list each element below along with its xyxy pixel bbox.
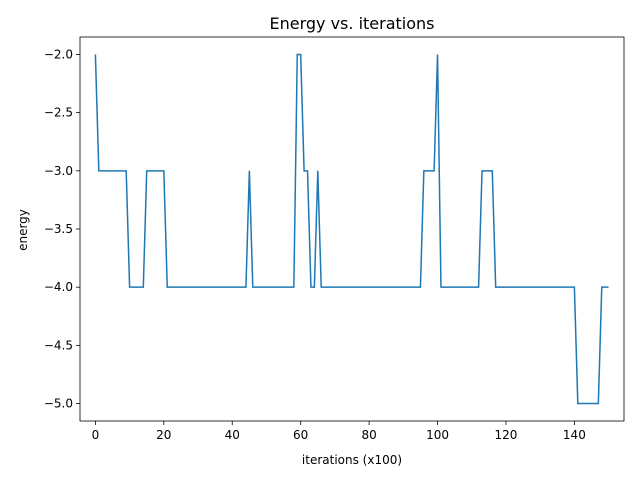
- y-tick-label: −2.5: [44, 106, 73, 120]
- y-tick-label: −3.5: [44, 222, 73, 236]
- x-tick-label: 100: [426, 428, 449, 442]
- x-tick-label: 20: [156, 428, 171, 442]
- x-tick-label: 80: [361, 428, 376, 442]
- x-tick-label: 140: [563, 428, 586, 442]
- x-tick-label: 40: [225, 428, 240, 442]
- x-tick-label: 60: [293, 428, 308, 442]
- y-tick-label: −2.0: [44, 47, 73, 61]
- x-tick-label: 120: [495, 428, 518, 442]
- y-tick-label: −3.0: [44, 164, 73, 178]
- x-tick-label: 0: [92, 428, 100, 442]
- y-tick-label: −4.0: [44, 280, 73, 294]
- y-tick-label: −5.0: [44, 397, 73, 411]
- axes-frame: [79, 36, 625, 422]
- chart-title: Energy vs. iterations: [269, 14, 434, 33]
- y-axis-label: energy: [16, 209, 30, 251]
- y-tick-label: −4.5: [44, 338, 73, 352]
- x-axis-label: iterations (x100): [302, 453, 402, 467]
- plot-area: 0 20 40 60 80 100 120 140 −2.0 −2.5 −3.0 −3.5 −4.0 −4…: [44, 36, 625, 442]
- energy-line: [94, 53, 609, 405]
